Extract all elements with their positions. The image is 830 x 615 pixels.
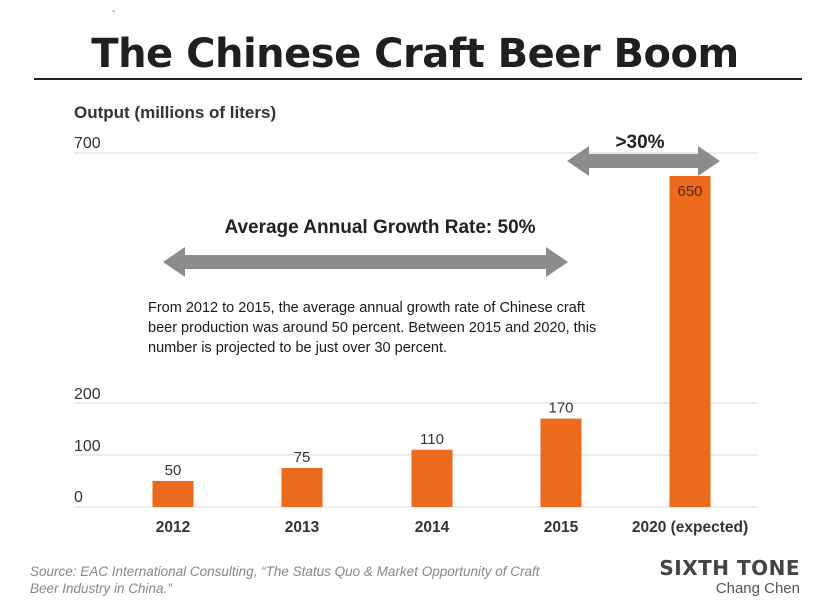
title-rule bbox=[34, 78, 802, 80]
bar-value-label: 170 bbox=[548, 400, 573, 417]
bar-value-label: 75 bbox=[294, 449, 311, 466]
bar-2014 bbox=[411, 449, 453, 507]
growth-rate-label: Average Annual Growth Rate: 50% bbox=[224, 217, 536, 238]
growth-arrow-2012-2015 bbox=[163, 247, 568, 277]
y-tick-700: 700 bbox=[74, 135, 101, 152]
growth-arrows bbox=[163, 146, 720, 277]
bar-labels: 50 2012 75 2013 110 2014 170 2015 650 2020 (expec… bbox=[156, 183, 748, 536]
bar-value-label: 50 bbox=[165, 462, 182, 479]
x-tick-label: 2013 bbox=[285, 519, 320, 536]
page-title: The Chinese Craft Beer Boom bbox=[91, 31, 739, 77]
y-tick-0: 0 bbox=[74, 489, 83, 506]
x-tick-label: 2012 bbox=[156, 519, 190, 536]
growth-arrow-2015-2020 bbox=[567, 146, 720, 176]
x-tick-label: 2014 bbox=[415, 519, 450, 536]
bar-value-label: 650 bbox=[677, 183, 702, 200]
bar-2013 bbox=[281, 468, 323, 507]
x-tick-label: 2020 (expected) bbox=[632, 519, 748, 536]
x-tick-label: 2015 bbox=[544, 519, 579, 536]
source-note: Source: EAC International Consulting, “T… bbox=[30, 564, 540, 596]
bar-value-label: 110 bbox=[420, 431, 444, 448]
brand-logo: SIXTH TONE bbox=[659, 556, 800, 580]
y-tick-100: 100 bbox=[74, 438, 101, 455]
y-tick-200: 200 bbox=[74, 386, 101, 403]
author-credit: Chang Chen bbox=[715, 580, 800, 597]
bar-2012 bbox=[152, 481, 194, 507]
corner-mark: - bbox=[112, 6, 116, 17]
bar-2015 bbox=[540, 418, 582, 507]
y-axis-label: Output (millions of liters) bbox=[74, 103, 277, 122]
bars bbox=[152, 176, 711, 507]
growth-rate-2-label: >30% bbox=[615, 132, 665, 153]
bar-2020-expected- bbox=[669, 176, 711, 507]
chart-note: From 2012 to 2015, the average annual gr… bbox=[148, 300, 597, 356]
